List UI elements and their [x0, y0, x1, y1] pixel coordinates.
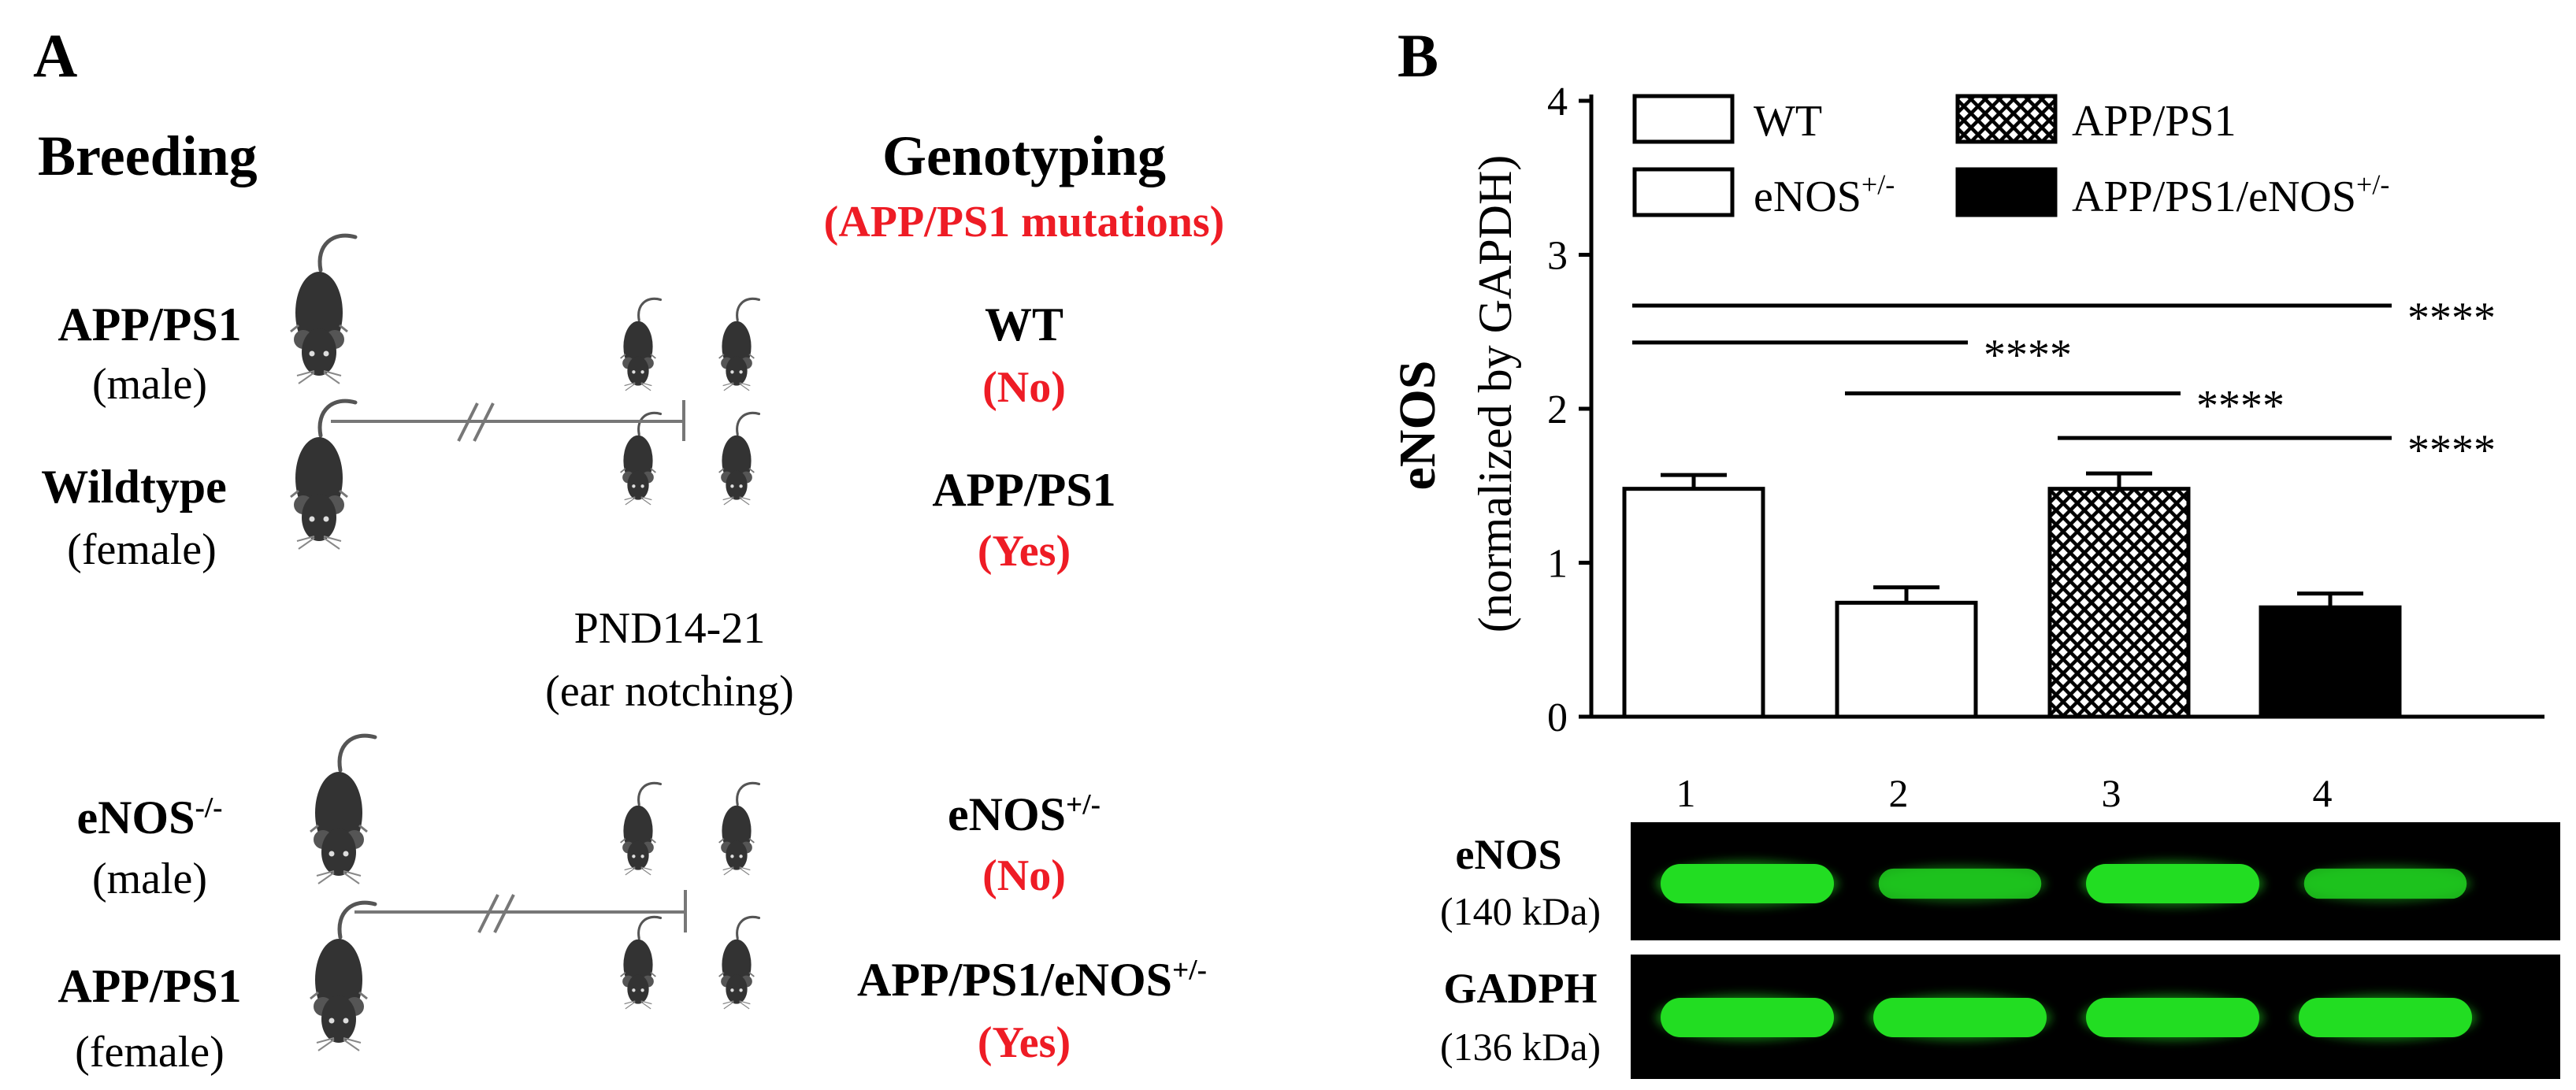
y-tick-label: 0	[1547, 695, 1568, 740]
blot-row1-size: (140 kDa)	[1439, 889, 1602, 933]
blot-band	[1656, 995, 1839, 1040]
blot-band	[1656, 861, 1839, 906]
blot-row2-size: (136 kDa)	[1439, 1025, 1602, 1069]
legend-label-wt: WT	[1754, 97, 1822, 146]
cross2-outcome1-name: eNOS+/-	[948, 788, 1101, 840]
pnd-sublabel: (ear notching)	[545, 667, 794, 716]
bar	[1622, 487, 1765, 719]
blot-band	[2081, 995, 2264, 1040]
lane-label: 2	[1888, 771, 1909, 815]
cross2-parent2-name: APP/PS1	[58, 960, 242, 1012]
mouse-icon	[291, 235, 355, 384]
mouse-icon	[619, 411, 663, 506]
cross1-outcome1-result: (No)	[982, 363, 1066, 412]
mouse-icon	[619, 297, 663, 392]
cross1-outcome2-result: (Yes)	[977, 527, 1071, 576]
mouse-icon	[310, 903, 375, 1051]
legend-label-app: APP/PS1	[2072, 97, 2236, 146]
significance-label: ****	[1984, 331, 2072, 380]
bar	[1835, 600, 1978, 719]
blot-band	[1873, 865, 2047, 903]
genotyping-header: Genotyping	[882, 124, 1167, 187]
lane-label: 3	[2101, 771, 2121, 815]
cross1-outcome2-name: APP/PS1	[932, 464, 1116, 516]
blot-band	[2294, 995, 2477, 1040]
cross2-outcome2-name: APP/PS1/eNOS+/-	[857, 954, 1207, 1006]
bar	[2047, 487, 2191, 719]
blot-band	[1869, 995, 2051, 1040]
legend-swatch-wt	[1632, 94, 1735, 144]
significance-label: ****	[2196, 381, 2285, 430]
legend-swatch-enos	[1632, 167, 1735, 217]
mouse-icon	[310, 736, 375, 884]
bar-chart: 0 1 2 3 4 **** **** **** **** WT eNOS+/- APP/PS…	[1547, 80, 2544, 740]
legend-label-enos: eNOS+/-	[1754, 169, 1895, 221]
y-tick-label: 3	[1547, 234, 1568, 279]
blot-band	[2081, 861, 2264, 906]
western-blot	[1631, 822, 2560, 1079]
cross1-parent1-sex: (male)	[91, 360, 208, 409]
blot-band	[2299, 865, 2472, 903]
breeding-diagram	[0, 0, 761, 1090]
legend-swatch-app	[1955, 94, 2058, 144]
cross2-parent1-name: eNOS-/-	[76, 792, 223, 843]
legend-swatch-appenos	[1955, 167, 2058, 217]
genotyping-subheader: (APP/PS1 mutations)	[823, 198, 1225, 247]
y-tick-label: 4	[1547, 80, 1568, 124]
mouse-icon	[619, 915, 663, 1010]
significance-label: ****	[2407, 426, 2496, 475]
blot-row2-name: GADPH	[1443, 965, 1598, 1012]
cross1-parent1-name: APP/PS1	[58, 298, 242, 350]
breeding-header: Breeding	[38, 124, 258, 187]
significance-label: ****	[2407, 294, 2496, 343]
blot-lane-labels: 1 2 3 4	[1654, 773, 2576, 821]
cross2-outcome1-result: (No)	[982, 851, 1066, 900]
pnd-label: PND14-21	[573, 604, 766, 653]
mouse-icon	[619, 781, 663, 877]
y-tick-label: 1	[1547, 542, 1568, 587]
cross1-parent2-name: Wildtype	[41, 461, 227, 513]
cross1-parent2-sex: (female)	[67, 525, 217, 574]
blot-row1-name: eNOS	[1455, 831, 1562, 878]
legend-label-appenos: APP/PS1/eNOS+/-	[2072, 169, 2389, 221]
y-tick-label: 2	[1547, 387, 1568, 432]
cross2-parent2-sex: (female)	[75, 1028, 225, 1077]
mouse-icon	[718, 297, 761, 392]
legend: WT eNOS+/- APP/PS1 APP/PS1/eNOS+/-	[1632, 94, 2389, 221]
mouse-icon	[718, 781, 761, 877]
panel-a-label: A	[33, 21, 78, 90]
mouse-icon	[291, 401, 355, 549]
cross2-outcome2-result: (Yes)	[977, 1018, 1071, 1067]
cross1-outcome1-name: WT	[984, 298, 1064, 350]
lane-label: 4	[2312, 771, 2333, 815]
panel-b-label: B	[1397, 21, 1439, 90]
mouse-icon	[718, 411, 761, 506]
bar	[2259, 605, 2402, 719]
cross2-parent1-sex: (male)	[91, 855, 208, 903]
lane-label: 1	[1676, 771, 1696, 815]
mouse-icon	[718, 915, 761, 1010]
